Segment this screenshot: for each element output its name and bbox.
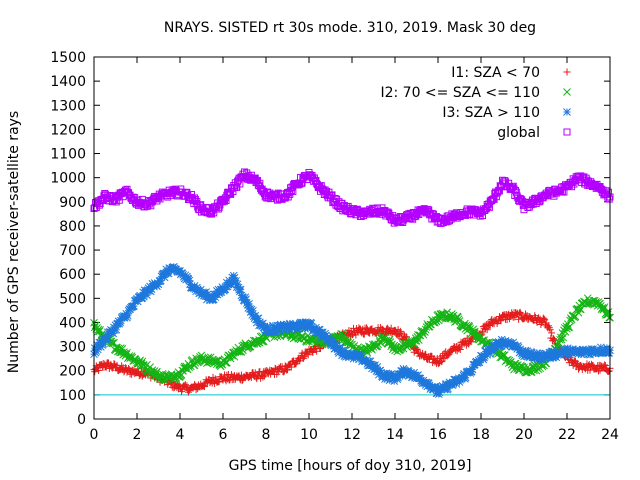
- y-tick-label: 100: [59, 388, 86, 404]
- x-tick-label: 6: [219, 427, 228, 443]
- y-tick-label: 1400: [50, 74, 86, 90]
- data-point: [140, 370, 148, 378]
- y-tick-label: 900: [59, 195, 86, 211]
- y-tick-label: 300: [59, 340, 86, 356]
- y-tick-label: 1500: [50, 50, 86, 66]
- y-tick-label: 1200: [50, 122, 86, 138]
- y-tick-label: 500: [59, 291, 86, 307]
- y-tick-label: 1000: [50, 171, 86, 187]
- data-point: [95, 367, 103, 375]
- data-point: [110, 360, 118, 368]
- x-tick-label: 16: [429, 427, 447, 443]
- y-tick-label: 800: [59, 219, 86, 235]
- y-tick-label: 1100: [50, 147, 86, 163]
- data-point: [201, 383, 209, 391]
- x-tick-label: 8: [262, 427, 271, 443]
- plot-layer: 0100200300400500600700800900100011001200…: [50, 50, 619, 443]
- x-tick-label: 24: [601, 427, 619, 443]
- data-point: [192, 386, 200, 394]
- chart-title: NRAYS. SISTED rt 30s mode. 310, 2019. Ma…: [164, 20, 536, 36]
- x-tick-label: 14: [386, 427, 404, 443]
- x-tick-label: 20: [515, 427, 533, 443]
- y-tick-label: 200: [59, 364, 86, 380]
- x-tick-label: 4: [176, 427, 185, 443]
- x-tick-label: 2: [133, 427, 142, 443]
- x-tick-label: 22: [558, 427, 576, 443]
- y-tick-label: 700: [59, 243, 86, 259]
- y-tick-label: 400: [59, 315, 86, 331]
- data-point: [227, 371, 235, 379]
- legend-label: I3: SZA > 110: [442, 105, 540, 121]
- legend-label: I2: 70 <= SZA <= 110: [380, 85, 540, 101]
- y-tick-label: 1300: [50, 98, 86, 114]
- data-point: [181, 381, 189, 389]
- y-axis-label: Number of GPS receiver-satellite rays: [6, 111, 22, 373]
- data-point: [175, 381, 183, 389]
- data-point: [184, 388, 192, 396]
- x-tick-label: 18: [472, 427, 490, 443]
- x-axis-label: GPS time [hours of doy 310, 2019]: [229, 458, 472, 474]
- legend-marker: [563, 108, 571, 116]
- data-point: [223, 371, 231, 379]
- legend-label: I1: SZA < 70: [451, 65, 540, 81]
- y-tick-label: 0: [77, 412, 86, 428]
- y-tick-label: 600: [59, 267, 86, 283]
- x-tick-label: 10: [300, 427, 318, 443]
- legend-label: global: [497, 125, 540, 141]
- x-tick-label: 12: [343, 427, 361, 443]
- x-tick-label: 0: [90, 427, 99, 443]
